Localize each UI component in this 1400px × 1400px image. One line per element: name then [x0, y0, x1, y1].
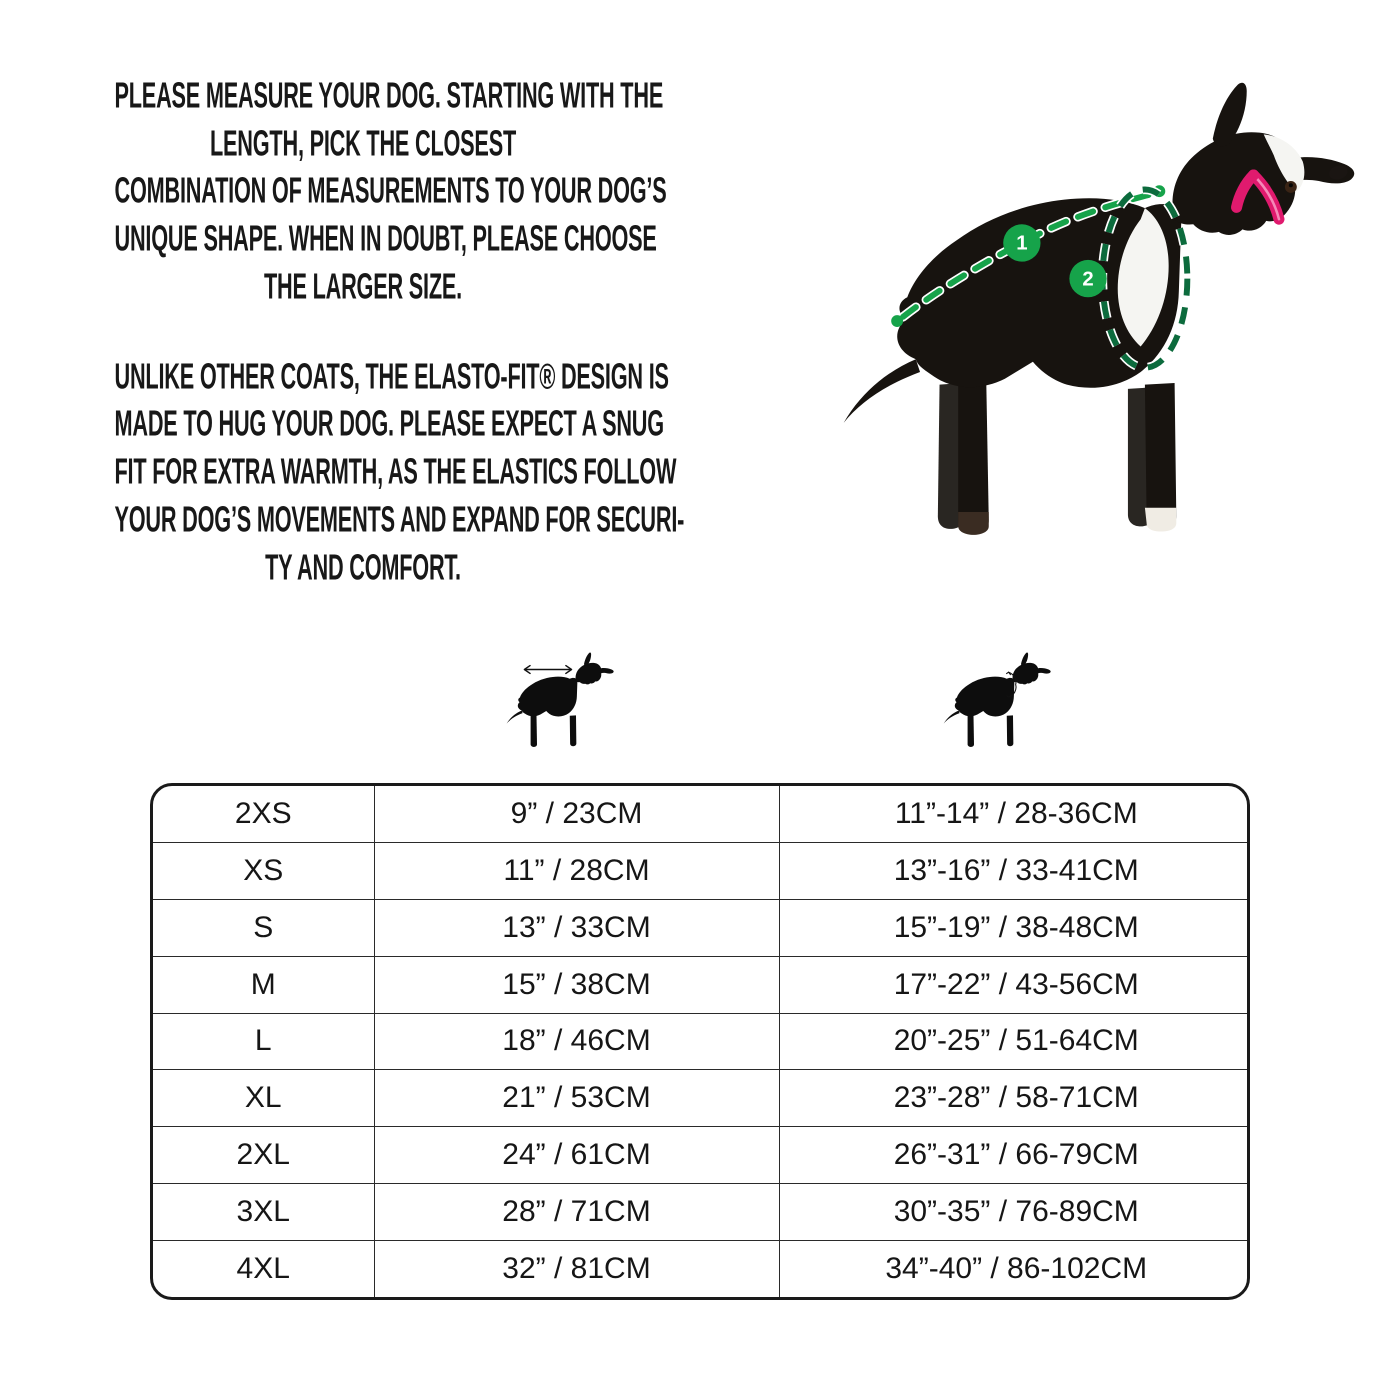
svg-text:2: 2	[1082, 268, 1093, 290]
svg-text:1: 1	[1016, 233, 1027, 255]
